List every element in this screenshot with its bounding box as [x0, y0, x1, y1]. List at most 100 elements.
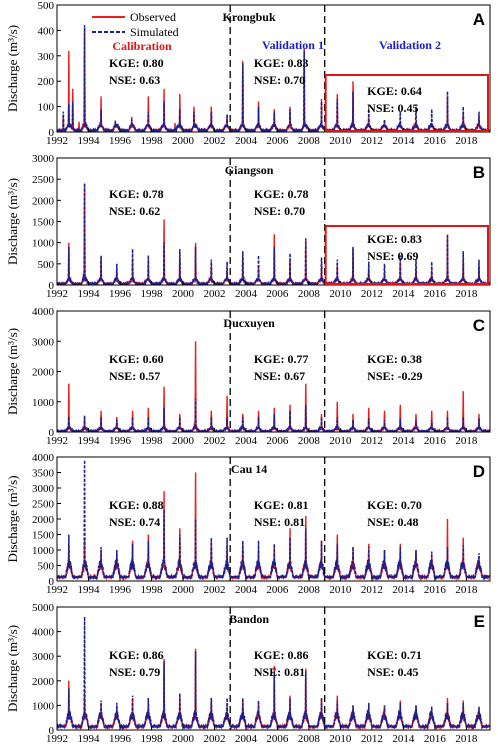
metrics-calibration: KGE: 0.60 NSE: 0.57 — [109, 352, 164, 383]
x-tick-label: 2016 — [424, 288, 447, 300]
y-tick-label: 0 — [49, 427, 55, 439]
y-axis-label: Discharge (m³/s) — [5, 625, 20, 712]
x-tick-label: 1998 — [140, 733, 163, 745]
y-tick-label: 3000 — [32, 336, 55, 348]
y-tick-label: 2000 — [32, 195, 55, 207]
y-axis-label: Discharge (m³/s) — [5, 328, 20, 415]
kge-value: KGE: 0.77 — [254, 352, 309, 366]
y-tick-label: 400 — [38, 25, 55, 37]
x-tick-label: 2018 — [455, 584, 478, 596]
metrics-validation2: KGE: 0.71 NSE: 0.45 — [367, 648, 422, 679]
station-name: Giangson — [225, 163, 274, 177]
y-tick-label: 3000 — [32, 153, 55, 165]
x-tick-label: 2010 — [329, 733, 352, 745]
y-tick-label: 1000 — [32, 397, 55, 409]
x-tick-label: 2014 — [392, 288, 415, 300]
panel-letter: E — [474, 612, 485, 631]
kge-value: KGE: 0.81 — [254, 498, 309, 512]
x-tick-label: 2006 — [266, 135, 289, 147]
x-tick-label: 2012 — [361, 435, 383, 447]
x-tick-label: 2008 — [298, 733, 321, 745]
x-tick-label: 1998 — [140, 135, 163, 147]
y-tick-label: 3500 — [32, 468, 55, 480]
metrics-validation1: KGE: 0.83 NSE: 0.70 — [254, 56, 309, 87]
nse-value: NSE: 0.69 — [367, 249, 418, 263]
metrics-validation2: KGE: 0.70 NSE: 0.48 — [367, 498, 422, 529]
x-tick-label: 1994 — [77, 135, 100, 147]
x-tick-label: 2016 — [424, 135, 447, 147]
y-tick-label: 500 — [38, 259, 55, 271]
legend-observed-label: Observed — [130, 10, 176, 24]
x-tick-label: 2006 — [266, 733, 289, 745]
y-tick-label: 0 — [49, 127, 55, 139]
x-tick-label: 1992 — [46, 584, 68, 596]
kge-value: KGE: 0.83 — [254, 56, 309, 70]
y-tick-label: 4000 — [32, 627, 55, 639]
y-axis-label: Discharge (m³/s) — [5, 178, 20, 265]
y-tick-label: 2000 — [32, 367, 55, 379]
x-tick-label: 1992 — [46, 288, 68, 300]
y-tick-label: 1500 — [32, 217, 55, 229]
x-tick-label: 2008 — [298, 584, 321, 596]
y-axis-label: Discharge (m³/s) — [5, 475, 20, 562]
kge-value: KGE: 0.38 — [367, 352, 422, 366]
kge-value: KGE: 0.78 — [254, 187, 309, 201]
y-tick-label: 1000 — [32, 545, 55, 557]
y-tick-label: 0 — [49, 725, 55, 737]
nse-value: NSE: 0.79 — [109, 665, 160, 679]
metrics-validation2: KGE: 0.38 NSE: -0.29 — [367, 352, 422, 383]
x-tick-label: 2004 — [235, 288, 258, 300]
x-tick-label: 2014 — [392, 584, 415, 596]
kge-value: KGE: 0.83 — [367, 232, 422, 246]
kge-value: KGE: 0.78 — [109, 187, 164, 201]
x-tick-label: 2000 — [172, 733, 195, 745]
y-tick-label: 2000 — [32, 676, 55, 688]
x-tick-label: 2008 — [298, 288, 321, 300]
period-label-validation1: Validation 1 — [262, 38, 324, 52]
nse-value: NSE: 0.81 — [254, 515, 305, 529]
panel-a: 0 100 200 300 400 500 1992 1994 1996 1998 2000 2002… — [5, 0, 491, 147]
x-tick-label: 2004 — [235, 435, 258, 447]
y-tick-label: 2000 — [32, 514, 55, 526]
y-tick-label: 500 — [38, 0, 55, 12]
nse-value: NSE: 0.62 — [109, 204, 160, 218]
period-label-calibration: Calibration — [112, 39, 172, 53]
nse-value: NSE: 0.70 — [254, 204, 305, 218]
x-tick-label: 2014 — [392, 733, 415, 745]
nse-value: NSE: 0.57 — [109, 369, 160, 383]
x-tick-label: 2016 — [424, 435, 447, 447]
x-tick-label: 2004 — [235, 733, 258, 745]
x-tick-label: 2002 — [203, 135, 225, 147]
x-tick-label: 2000 — [172, 435, 195, 447]
panel-letter: D — [473, 462, 485, 481]
metrics-calibration: KGE: 0.88 NSE: 0.74 — [109, 498, 164, 529]
y-tick-label: 5000 — [32, 602, 55, 614]
metrics-validation2: KGE: 0.64 NSE: 0.45 — [367, 84, 422, 115]
series-simulated-line — [57, 25, 490, 132]
x-tick-label: 2010 — [329, 135, 352, 147]
station-name: Cau 14 — [231, 462, 267, 476]
x-tick-label: 2002 — [203, 435, 225, 447]
kge-value: KGE: 0.71 — [367, 648, 422, 662]
x-tick-label: 2010 — [329, 288, 352, 300]
panel-letter: C — [473, 316, 485, 335]
kge-value: KGE: 0.88 — [109, 498, 164, 512]
y-tick-label: 0 — [49, 280, 55, 292]
x-tick-label: 2004 — [235, 584, 258, 596]
x-tick-label: 2012 — [361, 288, 383, 300]
x-tick-label: 1996 — [109, 584, 132, 596]
nse-value: NSE: 0.67 — [254, 369, 305, 383]
metrics-calibration: KGE: 0.80 NSE: 0.63 — [109, 56, 164, 87]
x-tick-label: 2000 — [172, 135, 195, 147]
y-tick-label: 1000 — [32, 238, 55, 250]
x-tick-label: 2012 — [361, 733, 383, 745]
period-label-validation2: Validation 2 — [379, 38, 441, 52]
kge-value: KGE: 0.86 — [109, 648, 164, 662]
x-tick-label: 2002 — [203, 733, 225, 745]
panel-letter: A — [473, 10, 485, 29]
x-tick-label: 2012 — [361, 584, 383, 596]
metrics-validation1: KGE: 0.81 NSE: 0.81 — [254, 498, 309, 529]
y-tick-label: 100 — [38, 102, 55, 114]
y-tick-label: 0 — [49, 576, 55, 588]
x-tick-label: 2018 — [455, 135, 478, 147]
